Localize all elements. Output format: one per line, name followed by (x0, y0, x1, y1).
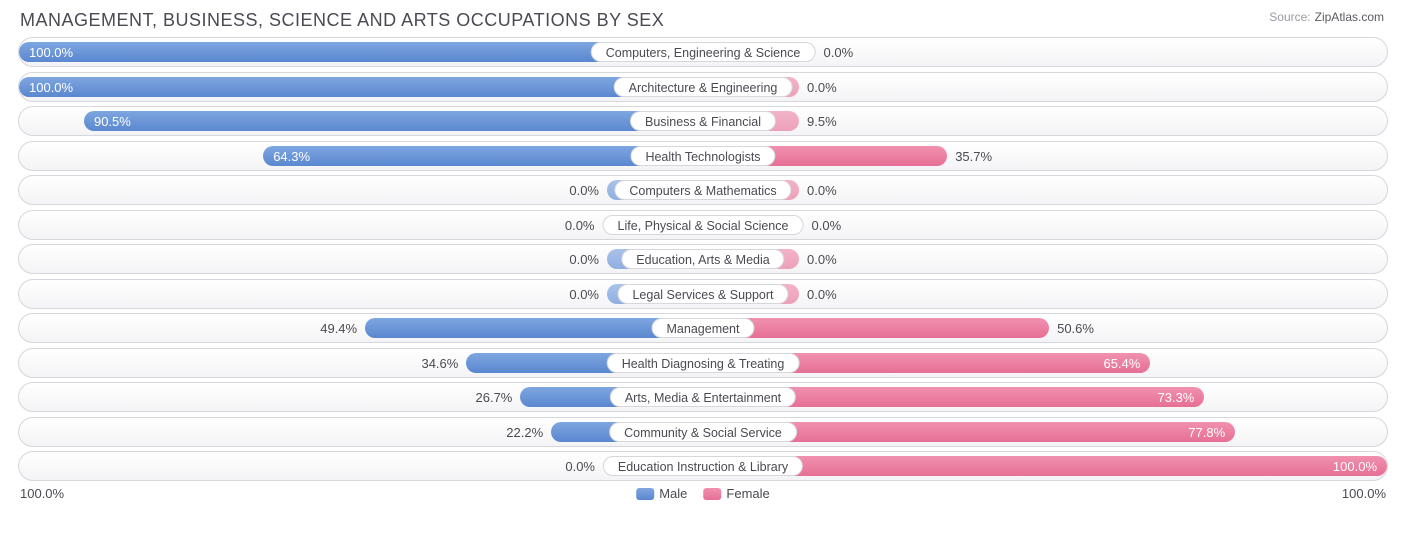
male-pct: 0.0% (565, 211, 595, 240)
female-pct: 0.0% (807, 73, 837, 102)
table-row: 0.0% 0.0% Computers & Mathematics (18, 175, 1388, 205)
male-half: 49.4% (19, 314, 703, 342)
occupations-by-sex-chart: MANAGEMENT, BUSINESS, SCIENCE AND ARTS O… (0, 0, 1406, 559)
chart-axis: 100.0% Male Female 100.0% (18, 486, 1388, 508)
female-pct: 73.3% (1158, 383, 1195, 412)
category-label: Arts, Media & Entertainment (610, 387, 796, 407)
male-half: 34.6% (19, 349, 703, 377)
female-pct: 0.0% (807, 245, 837, 274)
male-half: 90.5% (19, 107, 703, 135)
female-half: 50.6% (703, 314, 1387, 342)
axis-right-label: 100.0% (1342, 486, 1386, 501)
category-label: Health Diagnosing & Treating (607, 353, 800, 373)
legend-male: Male (636, 486, 687, 501)
male-pct: 100.0% (29, 73, 73, 102)
female-bar (703, 318, 1049, 338)
category-label: Computers & Mathematics (614, 180, 791, 200)
chart-source: Source: ZipAtlas.com (1269, 10, 1384, 24)
table-row: 22.2% 77.8% Community & Social Service (18, 417, 1388, 447)
source-label: Source: (1269, 10, 1310, 24)
table-row: 0.0% 0.0% Legal Services & Support (18, 279, 1388, 309)
table-row: 34.6% 65.4% Health Diagnosing & Treating (18, 348, 1388, 378)
female-half: 0.0% (703, 73, 1387, 101)
female-pct: 65.4% (1103, 349, 1140, 378)
female-pct: 0.0% (812, 211, 842, 240)
female-pct: 9.5% (807, 107, 837, 136)
table-row: 26.7% 73.3% Arts, Media & Entertainment (18, 382, 1388, 412)
male-half: 64.3% (19, 142, 703, 170)
category-label: Management (652, 318, 755, 338)
female-half: 0.0% (703, 176, 1387, 204)
male-pct: 0.0% (565, 452, 595, 481)
male-pct: 64.3% (273, 142, 310, 171)
category-label: Education Instruction & Library (603, 456, 803, 476)
category-label: Health Technologists (630, 146, 775, 166)
table-row: 64.3% 35.7% Health Technologists (18, 141, 1388, 171)
male-half: 0.0% (19, 211, 703, 239)
male-half: 100.0% (19, 73, 703, 101)
chart-rows: 100.0% 0.0% Computers, Engineering & Scien… (18, 37, 1388, 481)
female-swatch (703, 488, 721, 500)
male-pct: 0.0% (569, 280, 599, 309)
female-half: 73.3% (703, 383, 1387, 411)
female-half: 9.5% (703, 107, 1387, 135)
male-half: 26.7% (19, 383, 703, 411)
table-row: 100.0% 0.0% Architecture & Engineering (18, 72, 1388, 102)
table-row: 49.4% 50.6% Management (18, 313, 1388, 343)
male-half: 0.0% (19, 452, 703, 480)
male-pct: 26.7% (476, 383, 513, 412)
male-bar (19, 77, 703, 97)
male-pct: 100.0% (29, 38, 73, 67)
chart-title: MANAGEMENT, BUSINESS, SCIENCE AND ARTS O… (20, 10, 1388, 31)
female-half: 65.4% (703, 349, 1387, 377)
female-pct: 77.8% (1188, 418, 1225, 447)
table-row: 0.0% 100.0% Education Instruction & Librar… (18, 451, 1388, 481)
female-half: 0.0% (703, 280, 1387, 308)
male-half: 0.0% (19, 245, 703, 273)
category-label: Business & Financial (630, 111, 776, 131)
male-half: 0.0% (19, 280, 703, 308)
female-pct: 50.6% (1057, 314, 1094, 343)
legend-female: Female (703, 486, 769, 501)
female-pct: 0.0% (807, 176, 837, 205)
male-pct: 22.2% (506, 418, 543, 447)
male-pct: 90.5% (94, 107, 131, 136)
female-bar (703, 456, 1387, 476)
category-label: Architecture & Engineering (614, 77, 793, 97)
male-half: 22.2% (19, 418, 703, 446)
table-row: 100.0% 0.0% Computers, Engineering & Scien… (18, 37, 1388, 67)
male-swatch (636, 488, 654, 500)
legend-male-label: Male (659, 486, 687, 501)
female-half: 35.7% (703, 142, 1387, 170)
male-pct: 49.4% (320, 314, 357, 343)
male-pct: 0.0% (569, 245, 599, 274)
female-half: 100.0% (703, 452, 1387, 480)
table-row: 0.0% 0.0% Education, Arts & Media (18, 244, 1388, 274)
category-label: Education, Arts & Media (621, 249, 784, 269)
category-label: Legal Services & Support (617, 284, 788, 304)
male-bar (84, 111, 703, 131)
legend-female-label: Female (726, 486, 769, 501)
male-half: 0.0% (19, 176, 703, 204)
female-pct: 100.0% (1333, 452, 1377, 481)
category-label: Life, Physical & Social Science (603, 215, 804, 235)
female-half: 0.0% (703, 211, 1387, 239)
female-half: 0.0% (703, 245, 1387, 273)
chart-legend: Male Female (636, 486, 770, 501)
male-pct: 34.6% (421, 349, 458, 378)
female-pct: 0.0% (807, 280, 837, 309)
female-pct: 35.7% (955, 142, 992, 171)
female-pct: 0.0% (824, 38, 854, 67)
table-row: 90.5% 9.5% Business & Financial (18, 106, 1388, 136)
category-label: Computers, Engineering & Science (591, 42, 816, 62)
axis-left-label: 100.0% (20, 486, 64, 501)
source-value: ZipAtlas.com (1315, 10, 1384, 24)
category-label: Community & Social Service (609, 422, 797, 442)
male-pct: 0.0% (569, 176, 599, 205)
table-row: 0.0% 0.0% Life, Physical & Social Science (18, 210, 1388, 240)
female-half: 77.8% (703, 418, 1387, 446)
